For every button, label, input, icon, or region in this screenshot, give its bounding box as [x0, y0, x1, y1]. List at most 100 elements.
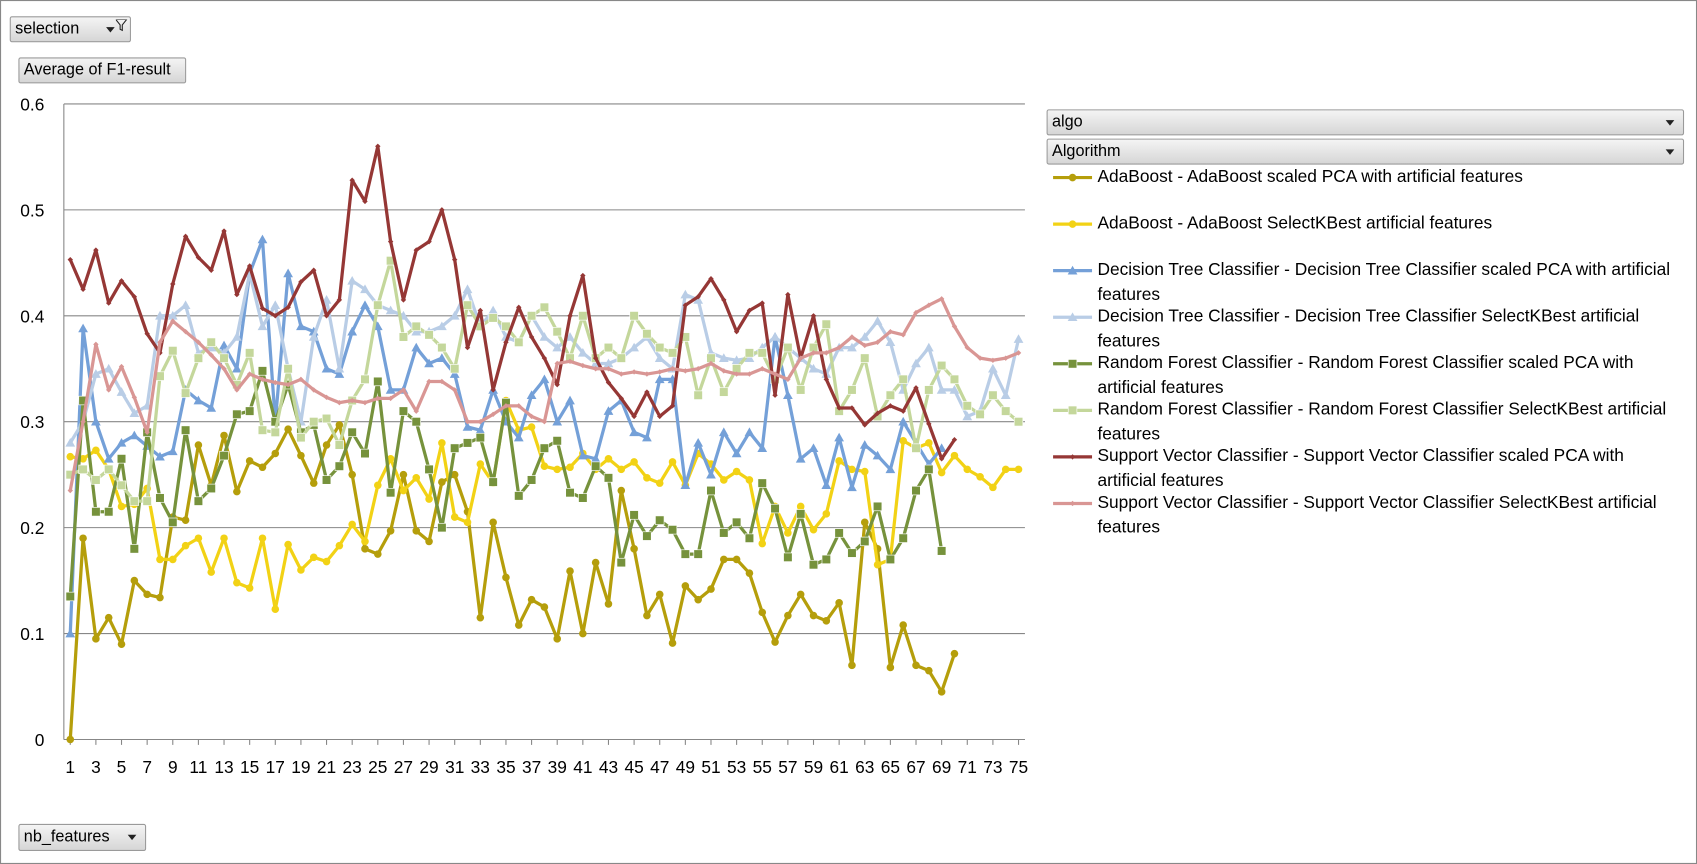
marker	[168, 555, 177, 564]
marker	[655, 590, 664, 599]
marker	[284, 540, 292, 549]
marker	[731, 448, 742, 458]
y-tick-label: 0.5	[20, 200, 44, 220]
marker	[400, 297, 407, 303]
marker	[849, 334, 855, 340]
marker	[349, 397, 355, 404]
legend-field-button[interactable]: Algorithm	[1046, 138, 1685, 165]
marker	[859, 440, 870, 449]
marker	[644, 389, 650, 395]
legend-entry: Support Vector Classifier - Support Vect…	[1047, 490, 1686, 537]
marker	[170, 281, 176, 287]
marker	[808, 443, 819, 452]
marker	[399, 486, 408, 495]
marker	[644, 371, 650, 377]
marker	[104, 507, 114, 517]
marker	[412, 474, 421, 482]
x-tick-label: 29	[419, 757, 438, 777]
marker	[220, 431, 228, 440]
marker	[424, 464, 434, 475]
marker	[642, 329, 652, 339]
marker	[821, 554, 831, 565]
x-tick-label: 55	[753, 757, 772, 777]
marker	[540, 603, 549, 611]
marker	[334, 363, 345, 373]
marker	[361, 537, 369, 546]
marker	[566, 567, 574, 575]
series-line	[68, 144, 956, 461]
marker	[156, 593, 164, 602]
marker	[221, 228, 227, 234]
marker	[360, 284, 370, 294]
marker	[746, 307, 753, 314]
marker	[886, 663, 895, 672]
marker	[106, 387, 112, 393]
marker	[731, 517, 742, 527]
marker	[797, 355, 804, 361]
marker	[257, 425, 268, 435]
marker	[528, 413, 535, 420]
values-field-button[interactable]: Average of F1-result	[18, 57, 187, 84]
marker	[516, 304, 522, 311]
marker	[297, 451, 305, 460]
x-tick-label: 47	[650, 757, 669, 777]
marker	[348, 520, 356, 529]
marker	[885, 554, 896, 565]
marker	[860, 467, 869, 476]
marker	[592, 366, 599, 372]
report-filter-button[interactable]: selection	[9, 16, 131, 43]
marker	[385, 305, 396, 315]
marker	[746, 371, 753, 377]
marker	[553, 635, 561, 643]
legend-entry: Decision Tree Classifier - Decision Tree…	[1047, 304, 1686, 351]
marker	[1069, 454, 1076, 460]
values-field-label: Average of F1-result	[23, 60, 171, 80]
marker	[117, 640, 126, 648]
marker	[1001, 406, 1011, 416]
x-tick-label: 51	[701, 757, 720, 777]
marker	[655, 515, 665, 525]
marker	[92, 635, 100, 643]
legend-field-label: algo	[1051, 112, 1083, 132]
marker	[321, 363, 332, 373]
marker	[411, 342, 422, 352]
marker	[334, 369, 345, 378]
marker	[182, 233, 189, 240]
marker	[116, 387, 127, 396]
marker	[667, 348, 678, 358]
marker	[91, 507, 101, 517]
legend-label: AdaBoost - AdaBoost SelectKBest artifici…	[1097, 214, 1493, 233]
legend-field-button[interactable]: algo	[1046, 109, 1685, 136]
marker	[180, 425, 191, 435]
marker	[245, 584, 254, 592]
legend-swatch	[1053, 173, 1093, 182]
marker	[951, 323, 958, 330]
marker	[744, 427, 755, 437]
x-tick-label: 27	[394, 757, 413, 777]
marker	[604, 454, 613, 463]
marker	[129, 544, 139, 554]
legend-swatch	[1053, 454, 1093, 460]
marker	[362, 198, 368, 205]
marker	[552, 436, 562, 446]
marker	[898, 533, 908, 543]
marker	[283, 364, 293, 374]
x-tick-label: 15	[240, 757, 259, 777]
axis-field-button[interactable]: nb_features	[18, 823, 147, 852]
marker	[182, 328, 189, 335]
marker	[387, 238, 394, 245]
marker	[669, 403, 676, 409]
marker	[347, 427, 357, 437]
marker	[449, 369, 460, 378]
marker	[680, 289, 691, 299]
marker	[604, 600, 613, 608]
marker	[232, 409, 242, 419]
marker	[168, 517, 178, 527]
marker	[206, 483, 216, 494]
marker	[950, 649, 959, 658]
marker	[399, 470, 408, 479]
marker	[539, 443, 550, 453]
marker	[245, 457, 254, 465]
x-tick-label: 53	[727, 757, 746, 777]
